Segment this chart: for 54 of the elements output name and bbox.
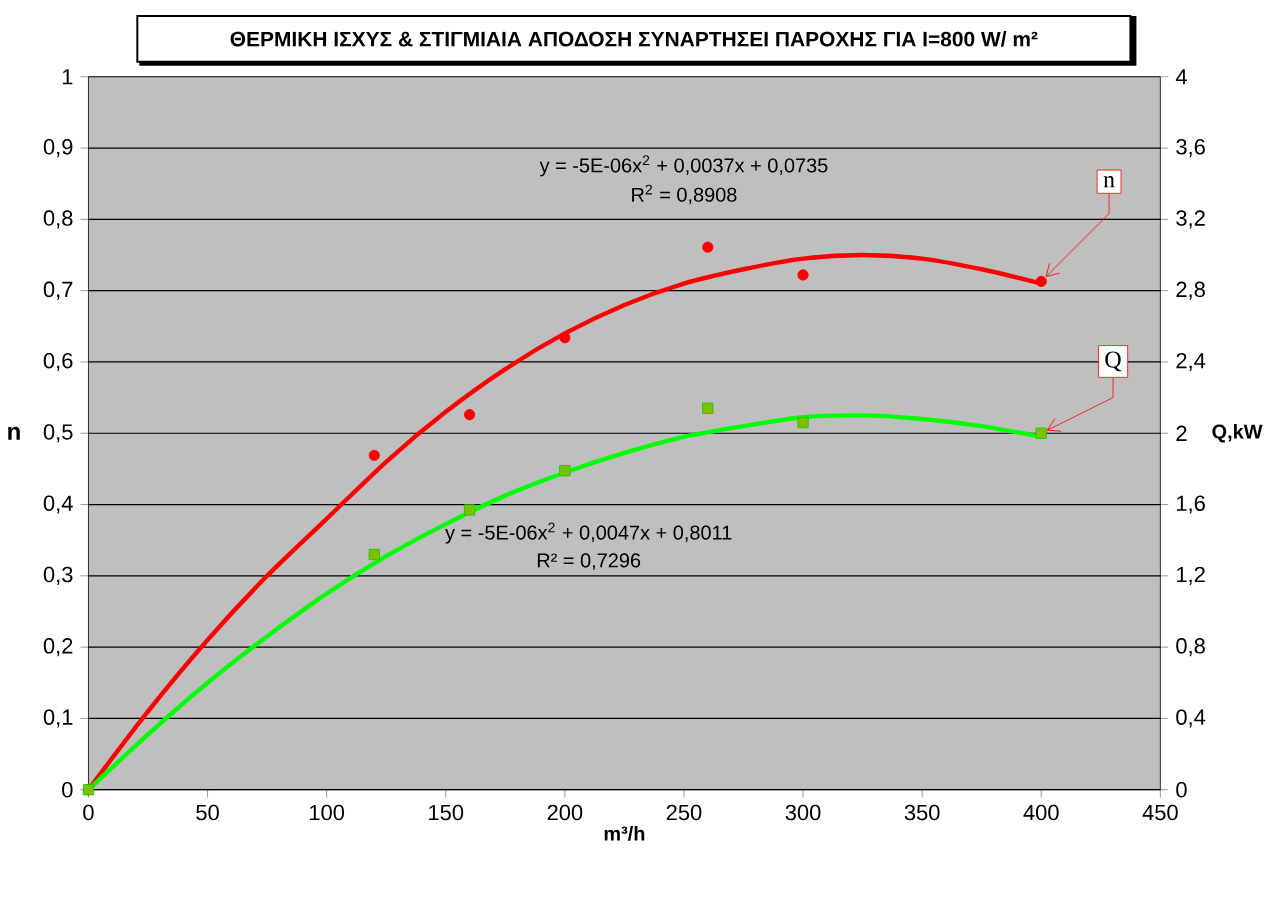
y2-axis-title: Q,kW <box>1212 423 1263 443</box>
point <box>368 548 380 560</box>
point <box>463 504 476 516</box>
y-axis-title: n <box>8 426 20 440</box>
x-tick-label: 300 <box>785 804 821 821</box>
y-tick-label: 0,8 <box>43 210 73 229</box>
y-tick-label: 0 <box>62 781 73 798</box>
annotation: R² = 0,7296 <box>537 553 641 570</box>
point <box>797 416 809 428</box>
x-tick-label: 400 <box>1023 804 1059 821</box>
y-tick-label: 0,5 <box>43 424 73 443</box>
y2-tick-label: 1,6 <box>1177 495 1205 514</box>
y2-tick-label: 0,8 <box>1176 637 1205 657</box>
point <box>559 464 571 477</box>
y2-tick-label: 3,2 <box>1176 210 1205 229</box>
annotation: y = -5E-06x$^{2}$ + 0,0037x + 0,0735 <box>539 155 828 177</box>
x-tick-label: 450 <box>1142 804 1178 821</box>
y-tick-label: 0,6 <box>43 352 73 371</box>
y2-tick-label: 3,6 <box>1176 138 1205 157</box>
chart-title: ΘΕΡΜΙΚΗ ΙΣΧΥΣ & ΣΤΙΓΜΙΑΙΑ ΑΠΟΔΟΣΗ ΣΥΝΑΡΤΗΣΕΙ ΠΑΡΟΧΗΣ ΓΙΑ I=800 W/ m² <box>230 30 1038 47</box>
annotation: R$^{2}$ = 0,8908 <box>632 184 737 204</box>
point <box>702 241 714 253</box>
y-tick-label: 0,4 <box>43 495 73 514</box>
point <box>702 402 714 414</box>
x-tick-label: 100 <box>310 804 345 821</box>
y2-tick-label: 2 <box>1176 425 1187 441</box>
text: Q <box>1105 351 1122 372</box>
y-tick-label: 0,2 <box>43 637 73 656</box>
y-tick-label: 1 <box>62 69 73 85</box>
x-tick-label: 150 <box>429 804 464 821</box>
point <box>1035 427 1047 439</box>
point <box>368 449 380 461</box>
y2-tick-label: 2,4 <box>1176 352 1206 371</box>
y2-tick-label: 1,2 <box>1177 566 1205 585</box>
x-tick-label: 350 <box>904 804 940 821</box>
y2-tick-label: 2,8 <box>1176 281 1205 300</box>
y2-tick-label: 0,4 <box>1176 709 1206 728</box>
point <box>463 408 476 421</box>
x-tick-label: 200 <box>547 804 583 821</box>
x-tick-label: 0 <box>83 804 94 821</box>
y-tick-label: 0,7 <box>43 281 73 300</box>
point <box>1035 275 1047 287</box>
x-axis-title: m³/h <box>604 825 645 841</box>
y2-tick-label: 0 <box>1176 781 1187 798</box>
point <box>797 269 809 281</box>
x-tick-label: 50 <box>196 804 219 821</box>
y2-tick-label: 4 <box>1175 69 1187 85</box>
annotation: y = -5E-06x$^{2}$ + 0,0047x + 0,8011 <box>445 522 732 544</box>
y-tick-label: 0,1 <box>43 709 73 728</box>
y-tick-label: 0,9 <box>43 138 73 157</box>
y-tick-label: 0,3 <box>43 566 73 585</box>
x-tick-label: 250 <box>666 804 702 821</box>
text: n <box>1103 175 1115 188</box>
point <box>559 331 571 344</box>
